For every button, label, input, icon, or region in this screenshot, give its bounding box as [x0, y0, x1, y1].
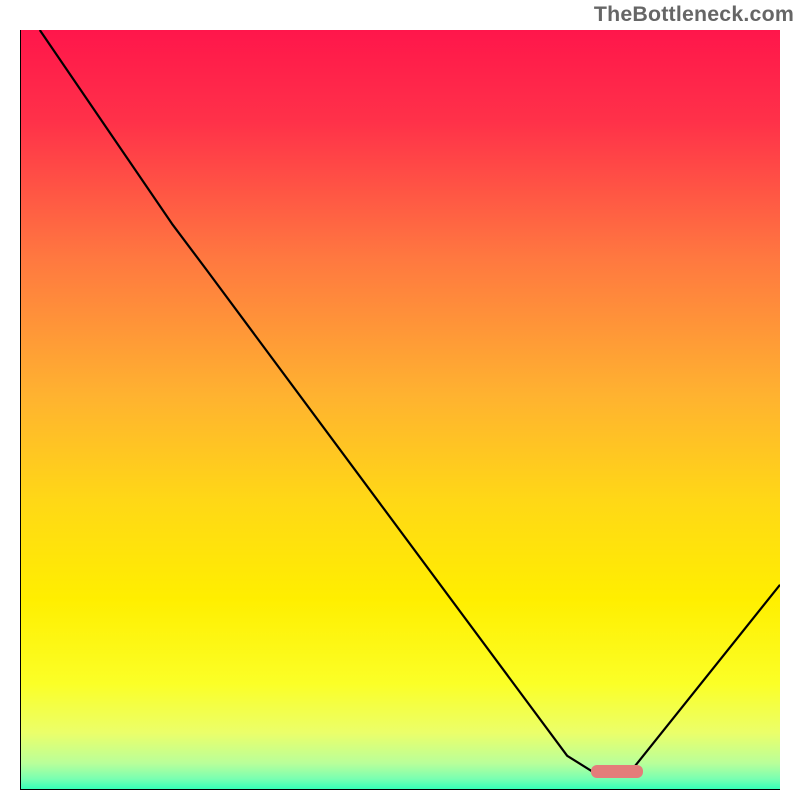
optimum-marker: [591, 765, 643, 778]
watermark-text: TheBottleneck.com: [594, 2, 794, 27]
plot-area: [20, 30, 780, 786]
axes: [20, 30, 780, 790]
chart-container: TheBottleneck.com: [0, 0, 800, 800]
